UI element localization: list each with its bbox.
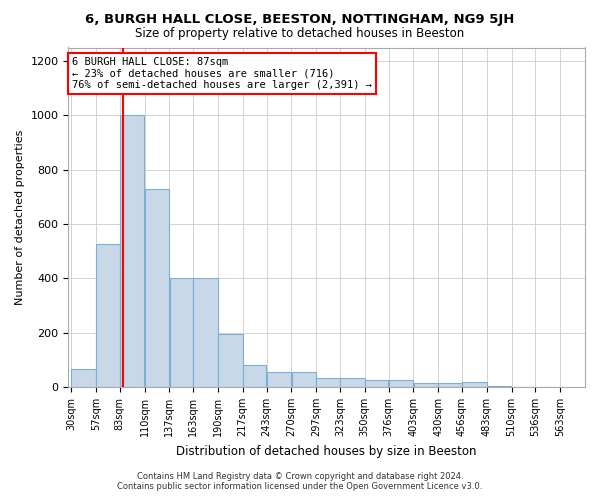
Bar [243,366,266,387]
Bar [120,116,145,387]
Bar [316,378,340,387]
Text: Contains HM Land Registry data © Crown copyright and database right 2024.
Contai: Contains HM Land Registry data © Crown c… [118,472,482,491]
Bar [292,372,316,387]
Bar [71,370,96,387]
Text: Size of property relative to detached houses in Beeston: Size of property relative to detached ho… [136,28,464,40]
Bar [218,334,242,387]
Bar [365,380,388,387]
Bar [145,189,169,387]
Bar [193,278,218,387]
Y-axis label: Number of detached properties: Number of detached properties [15,130,25,305]
Bar [340,378,365,387]
Bar [170,278,193,387]
Bar [389,380,413,387]
Text: 6, BURGH HALL CLOSE, BEESTON, NOTTINGHAM, NG9 5JH: 6, BURGH HALL CLOSE, BEESTON, NOTTINGHAM… [85,12,515,26]
Bar [413,383,438,387]
Bar [487,386,511,387]
Bar [439,383,462,387]
X-axis label: Distribution of detached houses by size in Beeston: Distribution of detached houses by size … [176,444,477,458]
Bar [267,372,291,387]
Bar [96,244,119,387]
Text: 6 BURGH HALL CLOSE: 87sqm
← 23% of detached houses are smaller (716)
76% of semi: 6 BURGH HALL CLOSE: 87sqm ← 23% of detac… [72,57,372,90]
Bar [536,386,560,387]
Bar [462,382,487,387]
Bar [512,386,535,387]
